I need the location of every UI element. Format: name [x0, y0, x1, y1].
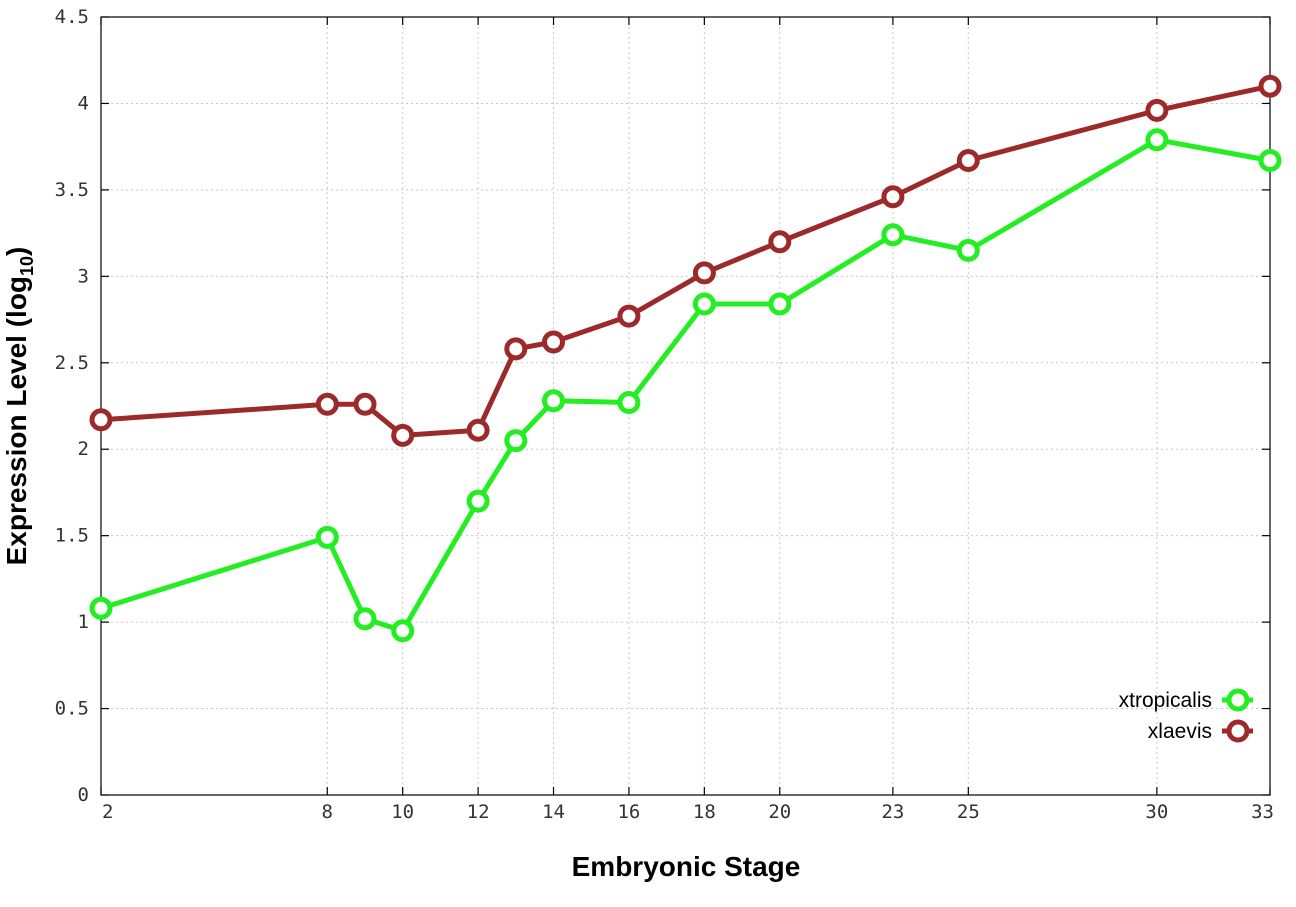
- data-point-xtropicalis: [353, 607, 377, 631]
- data-point-xtropicalis: [692, 292, 716, 316]
- legend-marker-xtropicalis: [1226, 688, 1250, 712]
- data-point-xtropicalis: [768, 292, 792, 316]
- series-line-xtropicalis: [98, 137, 1273, 634]
- x-tick-label: 30: [1145, 801, 1168, 823]
- y-tick-label: 1.5: [55, 525, 89, 547]
- data-point-xlaevis: [1258, 74, 1282, 98]
- data-point-xtropicalis: [542, 389, 565, 413]
- data-point-xlaevis: [89, 408, 113, 432]
- data-point-xtropicalis: [504, 429, 528, 453]
- data-point-xtropicalis: [1145, 128, 1169, 152]
- data-point-xlaevis: [768, 230, 792, 254]
- data-point-xlaevis: [617, 304, 641, 328]
- data-point-xtropicalis: [956, 238, 980, 262]
- data-point-xtropicalis: [881, 223, 905, 247]
- y-tick-label: 0.5: [55, 698, 89, 720]
- x-tick-label: 14: [542, 801, 565, 823]
- ticks-layer: 2 8 10 12 14 16 18 20 23 25 30 33 0 0.5 1 1.5 2 2.5 3 3.5 4 4…: [55, 6, 1274, 823]
- y-tick-label: 2: [78, 438, 89, 460]
- y-axis-title-close: ): [1, 247, 32, 256]
- y-tick-label: 3: [78, 265, 89, 287]
- x-tick-label: 23: [881, 801, 904, 823]
- data-point-xtropicalis: [315, 525, 339, 549]
- x-tick-label: 2: [102, 801, 113, 823]
- data-point-xlaevis: [956, 149, 980, 172]
- data-point-xlaevis: [466, 418, 490, 442]
- x-tick-label: 16: [617, 801, 640, 823]
- x-tick-label: 20: [768, 801, 791, 823]
- y-tick-label: 4.5: [55, 6, 89, 28]
- series-layer: [89, 74, 1282, 643]
- x-tick-label: 10: [391, 801, 414, 823]
- data-point-xtropicalis: [89, 596, 113, 620]
- series-xlaevis: [89, 74, 1282, 447]
- series-xtropicalis: [89, 128, 1282, 643]
- x-tick-label: 8: [322, 801, 333, 823]
- legend-label-xtropicalis: xtropicalis: [1119, 689, 1212, 712]
- legend-label-xlaevis: xlaevis: [1148, 720, 1212, 743]
- data-point-xlaevis: [353, 392, 377, 416]
- x-tick-label: 25: [957, 801, 980, 823]
- data-point-xlaevis: [391, 423, 415, 447]
- y-axis-title-main: Expression Level (log: [1, 276, 32, 565]
- x-tick-label: 12: [467, 801, 490, 823]
- y-axis-title-subscript: 10: [17, 256, 37, 276]
- data-point-xlaevis: [1145, 98, 1169, 122]
- legend: xtropicalis xlaevis: [1119, 688, 1253, 743]
- y-tick-label: 2.5: [55, 352, 89, 374]
- data-point-xtropicalis: [391, 619, 415, 643]
- x-tick-label: 18: [693, 801, 716, 823]
- legend-marker-xlaevis: [1226, 719, 1250, 743]
- data-point-xlaevis: [315, 392, 339, 416]
- data-point-xtropicalis: [466, 489, 490, 513]
- data-point-xlaevis: [692, 261, 716, 285]
- data-point-xtropicalis: [1258, 149, 1282, 172]
- y-tick-label: 4: [78, 92, 89, 114]
- x-tick-label: 33: [1251, 801, 1274, 823]
- data-point-xlaevis: [881, 185, 905, 209]
- data-point-xlaevis: [542, 330, 565, 354]
- x-axis-title: Embryonic Stage: [572, 851, 801, 882]
- data-point-xlaevis: [504, 337, 528, 361]
- series-line-xlaevis: [98, 83, 1273, 438]
- data-point-xtropicalis: [617, 391, 641, 414]
- plot-frame: [100, 16, 1271, 796]
- y-axis-title: Expression Level (log10): [1, 247, 37, 566]
- y-tick-label: 1: [78, 611, 89, 633]
- y-tick-label: 0: [78, 784, 89, 806]
- y-tick-label: 3.5: [55, 179, 89, 201]
